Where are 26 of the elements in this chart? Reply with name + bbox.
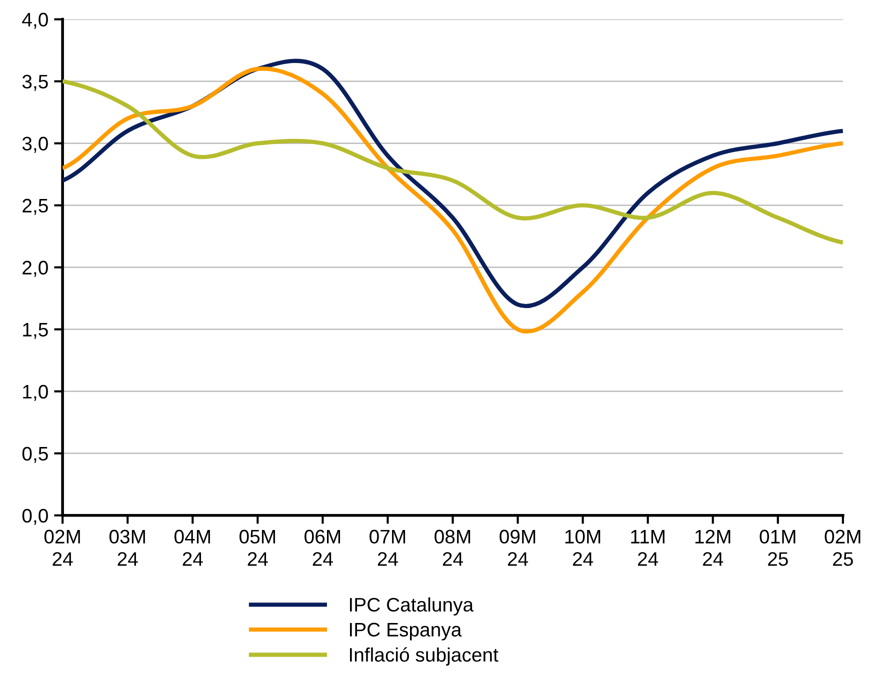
y-tick-label: 2,0 [22, 260, 48, 277]
x-tick-label: 07M 24 [370, 530, 406, 566]
y-tick-label: 3,0 [22, 136, 48, 153]
x-tick-label: 02M 25 [824, 530, 860, 566]
x-tick-label: 12M 24 [695, 530, 730, 566]
x-tick-label: 08M 24 [434, 530, 470, 566]
x-tick-label: 05M 24 [240, 530, 275, 566]
x-tick-label: 03M 24 [109, 530, 145, 566]
x-tick-label: 02M 24 [44, 530, 80, 566]
legend-label: IPC Espanya [350, 622, 462, 640]
x-tick-label: 04M 24 [174, 530, 210, 566]
x-tick-label: 10M 24 [565, 530, 600, 566]
y-tick-label: 4,0 [22, 12, 48, 29]
y-tick-label: 3,5 [22, 74, 48, 91]
x-tick-label: 11M 24 [631, 530, 664, 566]
y-tick-label: 0,5 [22, 446, 48, 463]
y-tick-label: 0,0 [22, 508, 48, 525]
y-tick-label: 1,5 [23, 323, 48, 339]
legend-label: IPC Catalunya [350, 597, 474, 616]
x-tick-label: 06M 24 [304, 530, 340, 566]
x-tick-label: 01M 25 [760, 530, 796, 566]
y-tick-label: 2,5 [22, 198, 48, 215]
y-tick-label: 1,0 [23, 384, 48, 401]
line-series [62, 79, 843, 245]
legend-label: Inflació subjacent [350, 647, 498, 666]
x-tick-label: 09M 24 [500, 530, 536, 566]
